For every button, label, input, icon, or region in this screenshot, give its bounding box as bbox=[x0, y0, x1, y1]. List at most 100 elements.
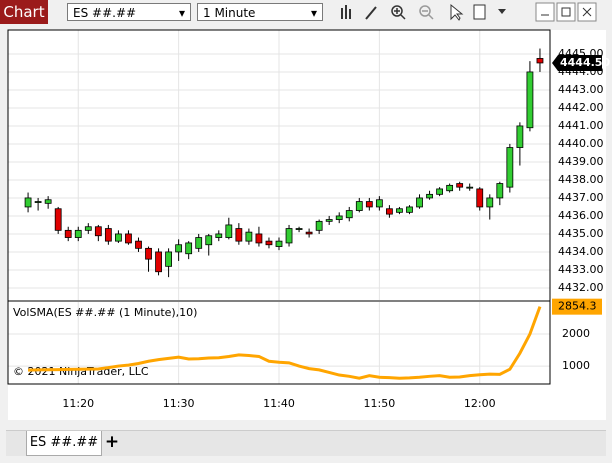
last-price-label: 4444.50 bbox=[560, 56, 610, 69]
time-axis-background bbox=[8, 384, 550, 420]
candle-body bbox=[175, 244, 183, 253]
x-tick-label: 11:30 bbox=[163, 397, 195, 410]
instrument-tab[interactable]: ES ##.## bbox=[26, 431, 102, 456]
candle-body bbox=[426, 193, 433, 199]
candle-body bbox=[64, 229, 72, 238]
candle-body bbox=[386, 208, 393, 215]
candle-body bbox=[94, 226, 102, 237]
candle-body bbox=[295, 228, 303, 230]
zoom-in-button[interactable] bbox=[391, 5, 406, 20]
x-tick-label: 11:40 bbox=[263, 397, 295, 410]
candle-body bbox=[145, 247, 152, 260]
y-tick-label: 4432.00 bbox=[558, 281, 604, 294]
candle-body bbox=[195, 237, 203, 249]
candle-body bbox=[516, 125, 524, 148]
chart: 11:20 11:30 11:40 11:50 12:00 4432.00 4433.00 4… bbox=[7, 29, 610, 420]
candle-body bbox=[215, 233, 223, 238]
x-tick-label: 11:20 bbox=[62, 397, 94, 410]
draw-tool-button[interactable] bbox=[365, 6, 377, 20]
candle-body bbox=[165, 251, 172, 267]
candle-body bbox=[406, 206, 413, 213]
y-tick-label: 4438.00 bbox=[558, 173, 604, 186]
y-tick-label: 4443.00 bbox=[558, 83, 604, 96]
candle-body bbox=[436, 188, 443, 195]
candle-body bbox=[24, 197, 32, 208]
vol-sma-line bbox=[28, 306, 542, 380]
candle-body bbox=[265, 240, 273, 246]
candle-body bbox=[54, 208, 62, 231]
candle-body bbox=[155, 251, 162, 273]
menu-button[interactable] bbox=[498, 9, 506, 14]
candle-body bbox=[315, 220, 323, 231]
candle-body bbox=[34, 201, 42, 203]
toolbar-icons bbox=[341, 2, 597, 22]
window-buttons[interactable] bbox=[535, 2, 597, 22]
candle-body bbox=[84, 226, 92, 231]
candle-body bbox=[104, 228, 112, 242]
tab-bar: ES ##.## + bbox=[6, 430, 606, 456]
copyright: © 2021 NinjaTrader, LLC bbox=[13, 365, 149, 378]
candle-body bbox=[44, 199, 52, 204]
candle-body bbox=[496, 183, 504, 199]
candle-body bbox=[285, 228, 293, 244]
y-tick-label: 4441.00 bbox=[558, 119, 604, 132]
y-tick-label: 4440.00 bbox=[558, 137, 604, 150]
candle-body bbox=[355, 201, 363, 211]
candle-body bbox=[245, 231, 253, 242]
candle-body bbox=[335, 215, 343, 220]
candle-body bbox=[325, 219, 333, 222]
candle-body bbox=[526, 71, 534, 129]
candle-body bbox=[255, 233, 263, 244]
properties-button[interactable] bbox=[473, 4, 486, 20]
y-tick-label: 4442.00 bbox=[558, 101, 604, 114]
y-tick-label: 4437.00 bbox=[558, 191, 604, 204]
candle-body bbox=[225, 224, 233, 238]
instrument-selector[interactable]: ES ##.## ▾ bbox=[67, 3, 191, 21]
y-tick-label: 2000 bbox=[562, 327, 590, 340]
candle-body bbox=[115, 233, 122, 242]
candle-body bbox=[446, 184, 454, 192]
candle-body bbox=[456, 183, 464, 188]
y-tick-label: 4434.00 bbox=[558, 245, 604, 258]
candle-body bbox=[345, 210, 353, 219]
window-title: Chart bbox=[0, 0, 48, 24]
candle-body bbox=[125, 233, 132, 244]
y-tick-label: 4433.00 bbox=[558, 263, 604, 276]
indicator-title: VolSMA(ES ##.## (1 Minute),10) bbox=[13, 306, 197, 319]
candle-body bbox=[476, 188, 484, 208]
y-tick-label: 1000 bbox=[562, 359, 590, 372]
candle-body bbox=[135, 240, 142, 249]
last-value-label: 2854.3 bbox=[558, 300, 597, 313]
x-tick-label: 11:50 bbox=[364, 397, 396, 410]
candle-body bbox=[416, 197, 423, 208]
interval-selector[interactable]: 1 Minute ▾ bbox=[197, 3, 323, 21]
x-tick-label: 12:00 bbox=[464, 397, 496, 410]
y-tick-label: 4436.00 bbox=[558, 209, 604, 222]
candle-body bbox=[375, 199, 383, 208]
interval: 1 Minute bbox=[203, 6, 256, 20]
candle-body bbox=[486, 197, 494, 208]
candle-body bbox=[396, 208, 403, 213]
candle-body bbox=[235, 228, 243, 242]
candle-body bbox=[466, 186, 474, 189]
candle-body bbox=[305, 231, 313, 235]
candle-body bbox=[205, 235, 213, 246]
candle-body bbox=[506, 147, 514, 188]
zoom-out-button[interactable] bbox=[419, 5, 434, 20]
candle-body bbox=[74, 229, 82, 238]
y-tick-label: 4435.00 bbox=[558, 227, 604, 240]
instrument: ES ##.## bbox=[73, 6, 137, 20]
candle-body bbox=[365, 201, 373, 208]
pointer-button[interactable] bbox=[450, 3, 464, 21]
bar-type-button[interactable] bbox=[341, 5, 351, 19]
candle-body bbox=[536, 58, 544, 64]
candle-body bbox=[185, 242, 193, 255]
y-tick-label: 4439.00 bbox=[558, 155, 604, 168]
candle-body bbox=[275, 240, 283, 247]
plot-border bbox=[7, 29, 551, 385]
axis-background bbox=[550, 30, 606, 420]
add-tab-button[interactable]: + bbox=[104, 432, 120, 452]
last-price-marker bbox=[552, 54, 602, 71]
last-value-marker bbox=[552, 298, 602, 315]
